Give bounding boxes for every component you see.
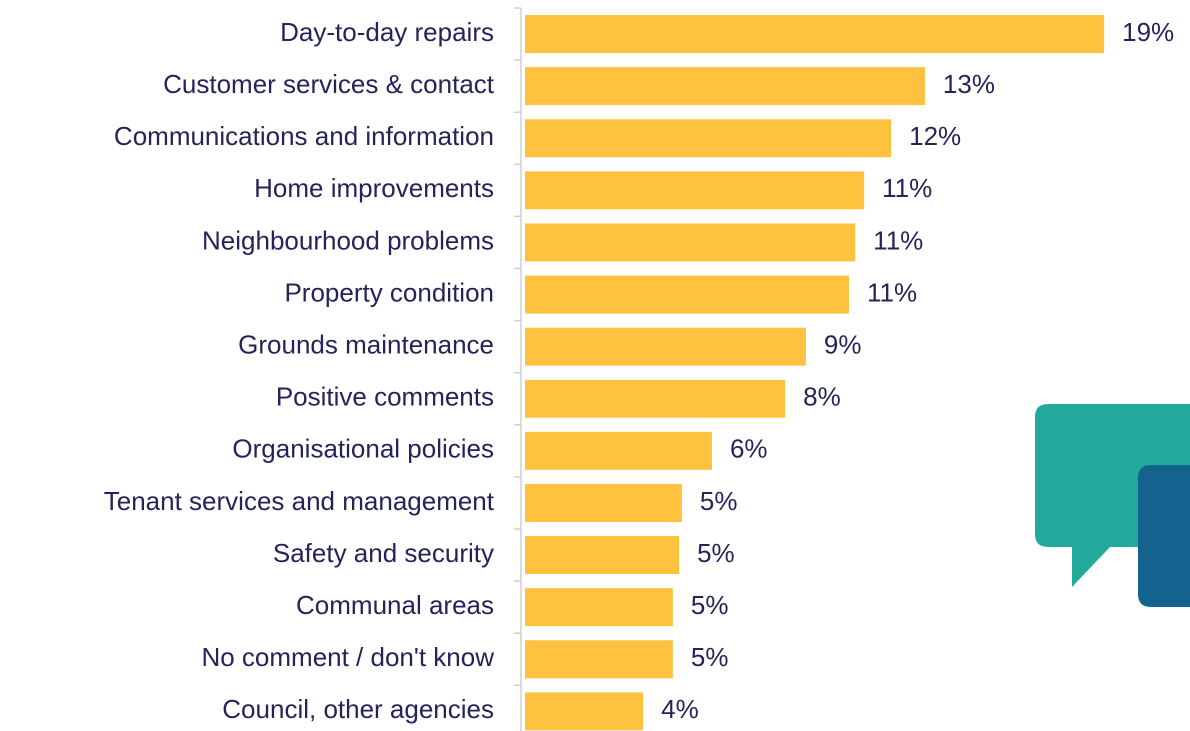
value-label: 5% — [691, 590, 729, 620]
value-label: 6% — [730, 434, 768, 464]
category-label: Property condition — [284, 277, 494, 307]
bar — [525, 692, 644, 731]
value-label: 4% — [661, 694, 699, 724]
category-label: Neighbourhood problems — [202, 225, 494, 255]
value-label: 8% — [803, 382, 841, 412]
value-label: 11% — [873, 225, 923, 255]
bar — [525, 431, 712, 470]
bar — [525, 536, 680, 575]
value-label: 19% — [1122, 17, 1174, 47]
bar — [525, 327, 806, 366]
bar — [525, 379, 786, 418]
category-label: No comment / don't know — [201, 642, 494, 672]
category-label: Tenant services and management — [104, 486, 495, 516]
decoration — [1035, 404, 1190, 607]
category-label: Positive comments — [276, 382, 494, 412]
category-label: Communications and information — [114, 121, 494, 151]
bar — [525, 223, 856, 262]
value-label: 11% — [882, 173, 932, 203]
value-label: 12% — [909, 121, 961, 151]
value-label: 5% — [691, 642, 729, 672]
category-label: Organisational policies — [232, 434, 494, 464]
bar — [525, 67, 925, 106]
value-label: 5% — [700, 486, 738, 516]
bar — [525, 171, 865, 210]
category-label: Home improvements — [254, 173, 494, 203]
value-label: 9% — [824, 330, 862, 360]
bar — [525, 483, 682, 522]
bar — [525, 119, 892, 158]
value-label: 5% — [697, 538, 735, 568]
bar — [525, 15, 1105, 54]
category-label: Safety and security — [273, 538, 494, 568]
bar — [525, 640, 673, 679]
value-label: 11% — [867, 277, 917, 307]
value-label: 13% — [943, 69, 995, 99]
bar — [525, 275, 849, 314]
category-label: Day-to-day repairs — [280, 17, 494, 47]
category-label: Communal areas — [296, 590, 494, 620]
category-label: Grounds maintenance — [238, 330, 494, 360]
bar — [525, 588, 673, 627]
category-label: Council, other agencies — [222, 694, 494, 724]
category-label: Customer services & contact — [163, 69, 495, 99]
speech-bubble — [1138, 465, 1190, 607]
